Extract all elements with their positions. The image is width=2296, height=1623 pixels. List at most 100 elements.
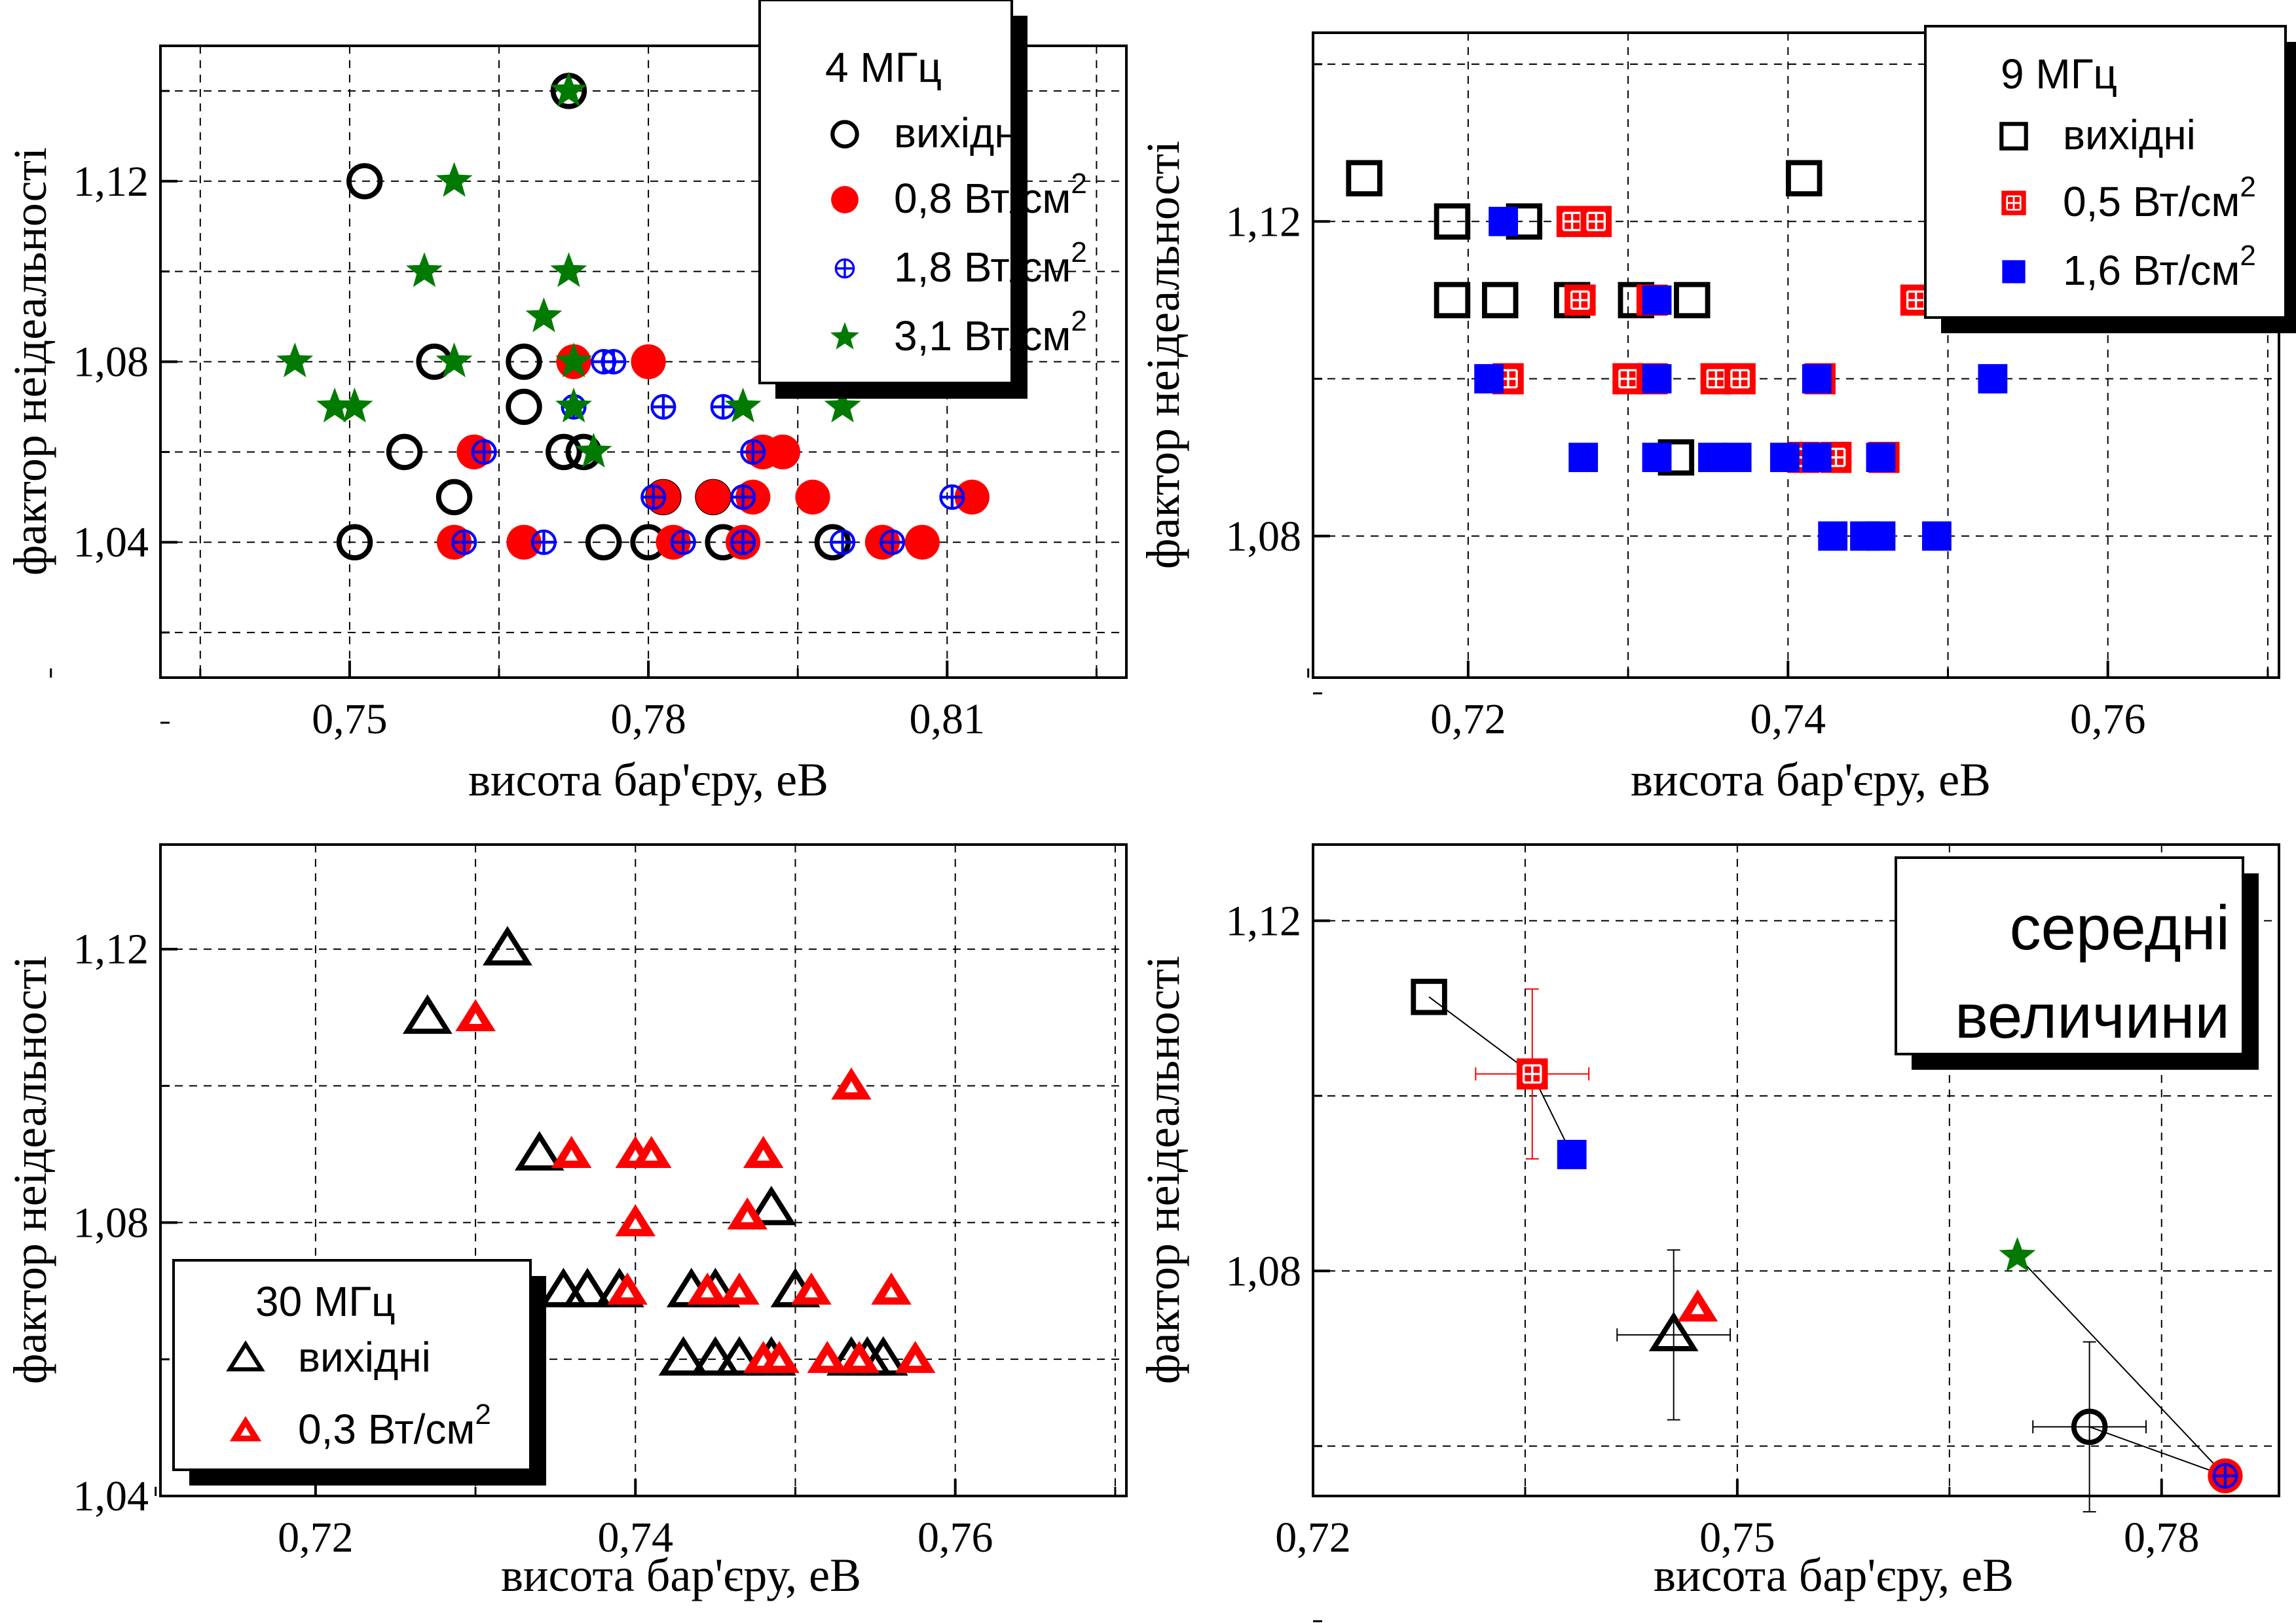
data-point [1922,521,1952,551]
data-point [658,1336,709,1376]
data-point [451,529,477,555]
legend-entry-label: 3,1 Вт/см2 [894,305,1087,359]
data-point-hole [701,1286,714,1298]
data-point [1722,443,1752,473]
legend-box [1924,25,2287,319]
data-point [690,1336,741,1376]
y-tick-label: 1,08 [1226,513,1302,560]
x-tick-label: 0,74 [1750,695,1826,743]
y-axis-title: фактор неідеальності [1137,956,1189,1384]
data-point [631,344,666,380]
data-point [1642,285,1672,315]
legend-marker [830,120,859,149]
data-point [1866,521,1896,551]
data-point-hole [733,1286,746,1298]
data-point [1568,443,1599,473]
data-point-hole [821,1355,834,1366]
x-tick-label: 0,78 [610,695,686,743]
y-tick-label: 1,08 [1226,1247,1302,1295]
data-point [1434,282,1471,319]
data-point [724,388,762,423]
data-point [525,297,563,333]
data-point [276,342,314,378]
data-point [1818,521,1848,551]
data-point [1642,443,1672,473]
data-point-hole [773,1355,786,1366]
data-point [1724,363,1756,395]
data-point [455,999,496,1032]
series-9 [2212,1463,2238,1489]
data-point [1474,364,1504,393]
data-point [1557,1140,1587,1169]
data-point-hole [1691,1303,1705,1315]
data-point [1999,1237,2036,1272]
x-tick-label: 0,75 [1699,1514,1775,1561]
data-point [719,1272,760,1305]
legend-marker [830,321,859,350]
legend-title: 9 МГц [2001,50,2117,98]
series-3 [1474,206,2008,551]
legend-entry-label: 0,3 Вт/см2 [298,1398,491,1453]
legend-line: середні [2010,893,2230,963]
data-point [1802,364,1832,393]
legend-marker [2002,260,2026,283]
data-point [435,162,473,197]
data-point [904,524,940,560]
legend-marker [226,1340,265,1372]
data-point [546,433,582,471]
data-point [1978,364,2008,393]
data-point [563,1267,612,1307]
data-point [1770,443,1800,473]
data-point-hole [565,1149,578,1161]
legend: 9 МГц вихідні 0,5 Вт/см2 1,6 Вт/см2 [1924,25,2296,333]
legend-entry-label: 0,5 Вт/см2 [2063,171,2256,225]
data-point [650,393,676,420]
y-tick-label: 1,04 [73,519,149,566]
x-tick-label: 0,72 [1275,1514,1351,1561]
legend: 4 МГц вихідні 0,8 Вт/см2 1,8 Вт/см2 3,1 Вт/с… [758,0,1087,399]
data-point-hole [853,1355,866,1366]
data-point [551,1135,592,1168]
data-point-hole [885,1286,898,1298]
legend-box [1895,856,2244,1055]
legend-entry-label: 1,6 Вт/см2 [2063,240,2256,294]
data-point [555,388,592,423]
data-point [550,71,587,107]
legend-marker [2001,191,2026,215]
data-point-hole [629,1218,642,1230]
data-point [695,479,731,515]
legend-entry-label: 1,8 Вт/см2 [894,236,1087,291]
x-axis-title: висота бар'єру, еВ [1631,754,1991,806]
data-point [730,484,756,510]
data-point [1580,206,1612,238]
data-point [631,1135,672,1168]
data-point [585,524,622,560]
data-point [575,433,612,468]
data-point [601,348,627,375]
x-tick-label: 0,76 [2070,695,2146,743]
series-6 [2032,1341,2147,1513]
x-tick-label: 0,72 [1430,695,1506,743]
data-point [1866,443,1896,473]
series-3 [1557,1140,1587,1169]
data-point [336,388,373,423]
data-point-hole [741,1211,754,1222]
chart-4: 0,72 0,75 0,78 1,08 1,12 висота бар'єру, еВ фа… [1137,843,2280,1622]
x-tick-label: 0,74 [598,1514,674,1561]
data-point [402,994,453,1034]
data-point [858,1336,908,1376]
data-point-hole [621,1286,634,1298]
data-point [939,484,965,510]
data-point [795,479,830,515]
data-point [406,252,443,287]
y-axis-title: фактор неідеальності [4,956,56,1384]
series-5 [1677,1289,1718,1322]
data-point [538,1267,589,1307]
data-point [895,1341,936,1374]
data-point [346,163,383,200]
legend-entry-label: вихідні [298,1334,431,1381]
x-tick-label: 0,81 [910,695,986,743]
data-point [607,1272,648,1305]
x-tick-label: 0,72 [278,1514,354,1561]
